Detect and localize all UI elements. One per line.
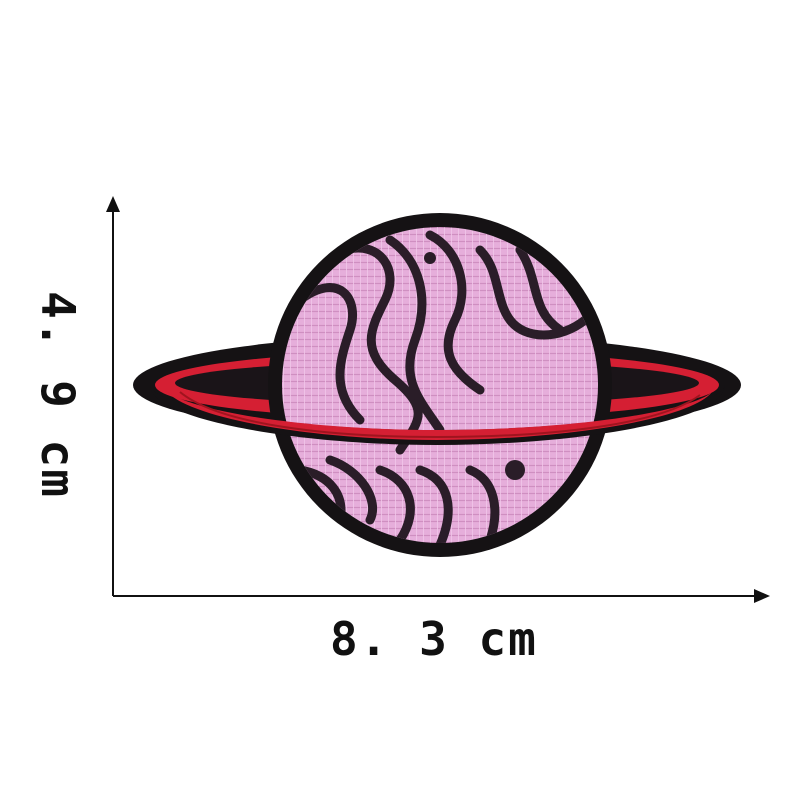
ring-front <box>150 385 725 445</box>
height-arrow <box>106 196 120 596</box>
crater-spot <box>505 460 525 480</box>
arrow-right-icon <box>754 589 770 603</box>
arrow-up-icon <box>106 196 120 212</box>
planet-stripes <box>295 230 590 543</box>
width-arrow <box>113 589 770 603</box>
height-dimension-label: 4. 9 cm <box>31 291 85 499</box>
crater-spot-small <box>424 252 436 264</box>
width-dimension-label: 8. 3 cm <box>330 612 538 666</box>
planet-body <box>268 213 612 557</box>
